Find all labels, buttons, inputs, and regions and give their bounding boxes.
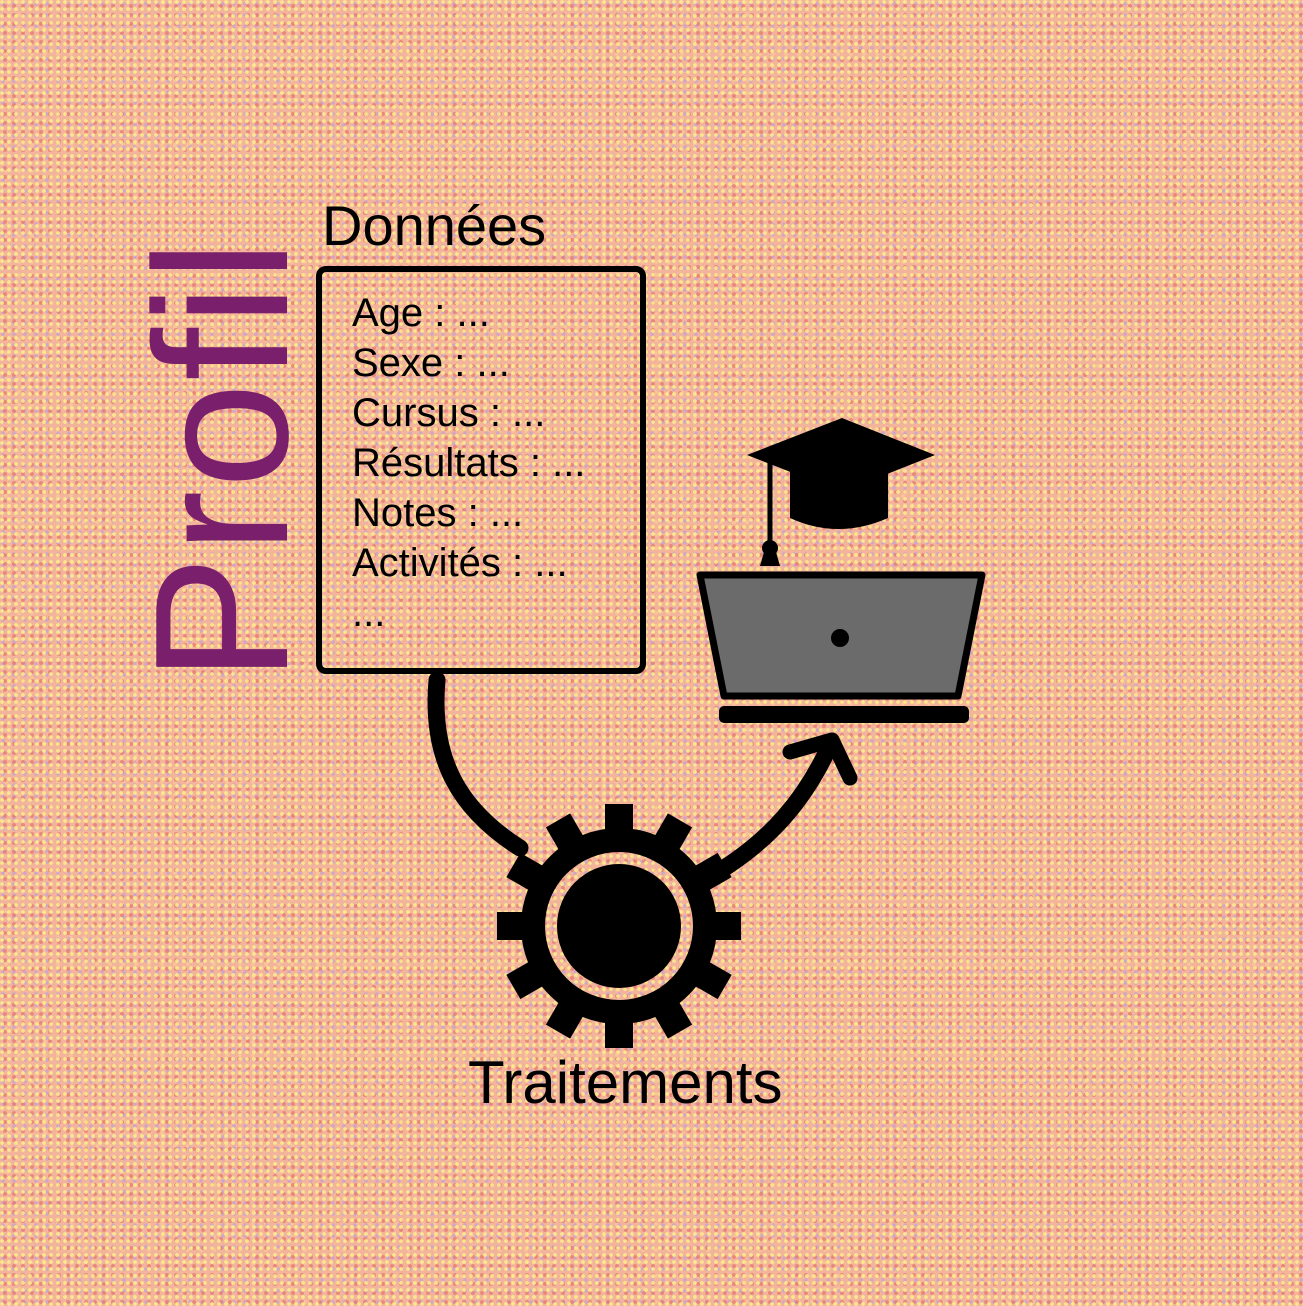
data-field-activities: Activités : ... (352, 541, 568, 585)
data-field-list: Age : ... Sexe : ... Cursus : ... Résult… (352, 288, 585, 638)
gear-icon (497, 804, 741, 1048)
data-field-more: ... (352, 591, 386, 635)
data-field-sex: Sexe : ... (352, 341, 510, 385)
process-label: Traitements (468, 1049, 783, 1116)
output-arrow (709, 732, 858, 881)
data-box (316, 266, 646, 674)
data-field-curriculum: Cursus : ... (352, 391, 546, 435)
laptop-icon (696, 571, 986, 723)
graduation-cap-icon (747, 418, 935, 566)
data-box-title: Données (322, 194, 547, 257)
data-field-results: Résultats : ... (352, 441, 586, 485)
data-field-grades: Notes : ... (352, 491, 524, 535)
data-field-age: Age : ... (352, 291, 490, 335)
input-arrow (427, 671, 529, 857)
